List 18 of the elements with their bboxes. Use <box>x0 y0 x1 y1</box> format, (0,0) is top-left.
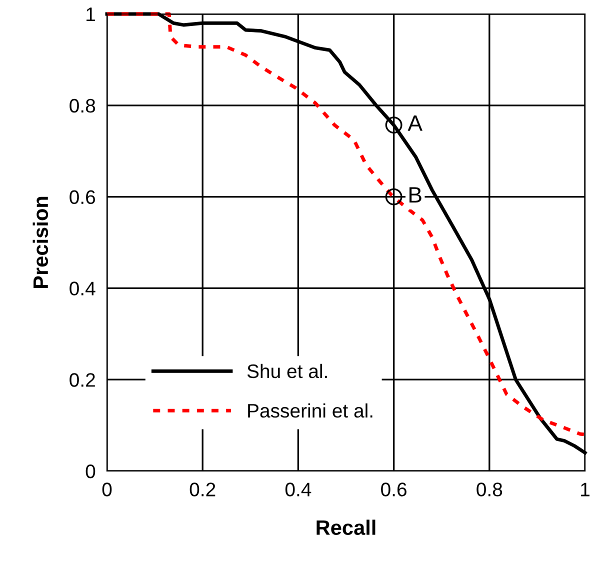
annotation: B <box>410 187 422 203</box>
x-tick-label: 0.2 <box>190 482 216 496</box>
x-tick-label: 0.6 <box>381 482 406 496</box>
y-tick-label: 0.6 <box>70 190 96 204</box>
annotation: A <box>408 116 422 131</box>
x-tick-label: 0 <box>102 482 112 496</box>
y-tick-label: 0 <box>86 464 96 478</box>
x-axis-title: Recall <box>316 520 376 535</box>
y-tick-label: 0.8 <box>70 98 96 113</box>
legend-label: Shu et al. <box>247 364 327 378</box>
x-tick-label: 0.8 <box>476 482 502 496</box>
y-tick-label: 0.2 <box>70 373 95 387</box>
y-tick-label: 0.4 <box>70 282 96 296</box>
x-tick-label: 0.4 <box>285 482 312 496</box>
legend-label: Passerini et al. <box>248 403 372 418</box>
y-axis-title: Precision <box>32 196 48 288</box>
x-tick-label: 1 <box>581 482 590 496</box>
y-tick-label: 1 <box>86 8 95 22</box>
